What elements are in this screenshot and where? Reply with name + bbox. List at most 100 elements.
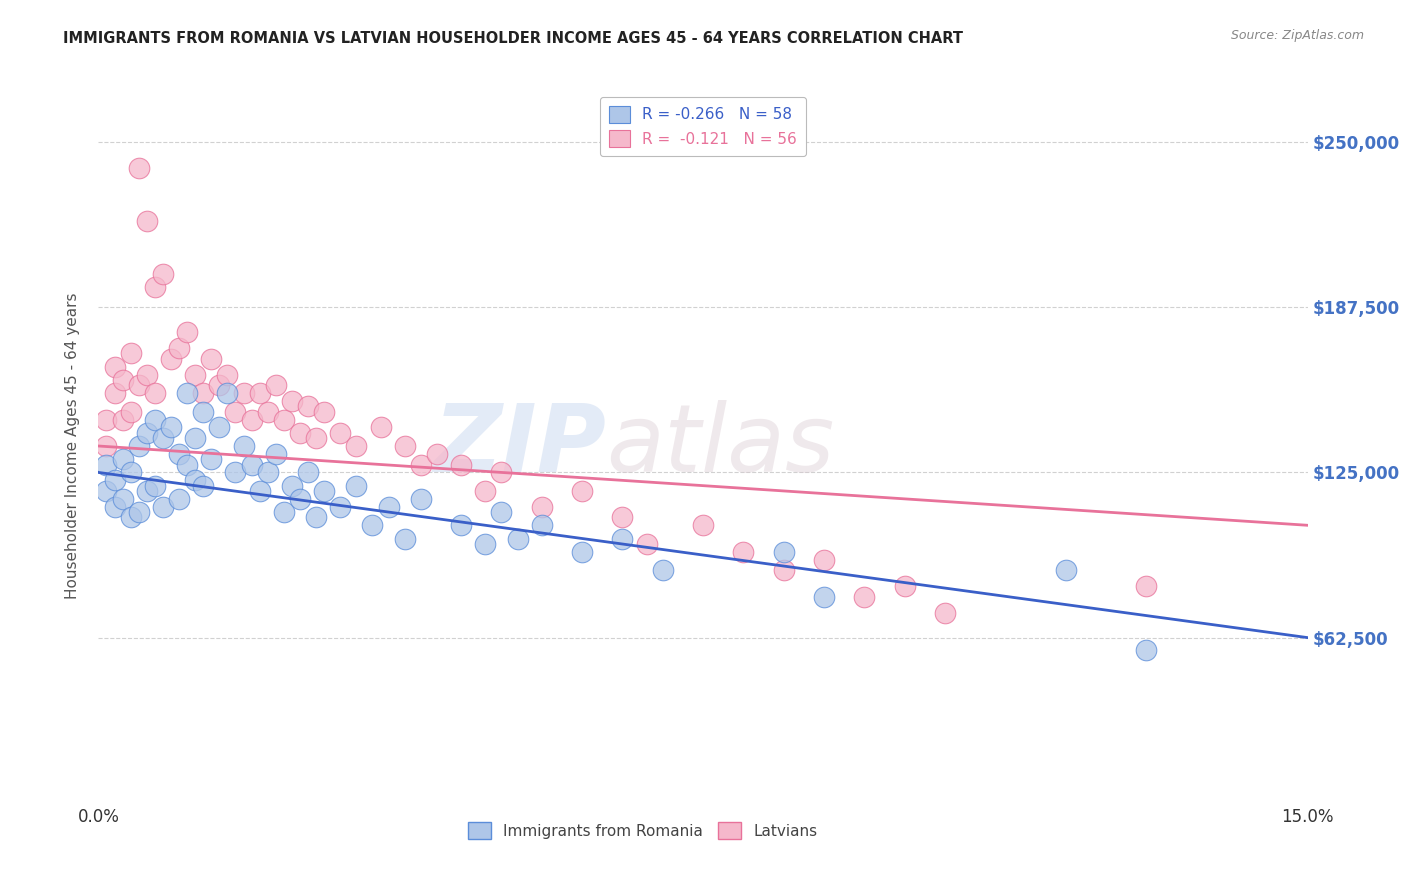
Point [160,351,183,366]
Point [288,491,311,506]
Point [612,532,634,546]
Point [692,518,714,533]
Point [120,510,142,524]
Point [571,545,593,559]
Point [249,386,271,401]
Point [612,510,634,524]
Point [329,425,352,440]
Point [297,466,319,480]
Point [111,373,134,387]
Point [256,466,278,480]
Point [394,532,416,546]
Point [409,491,432,506]
Point [370,420,392,434]
Point [636,537,658,551]
Point [143,412,166,426]
Point [1054,563,1077,577]
Point [571,483,593,498]
Point [394,439,416,453]
Point [314,483,336,498]
Point [167,341,190,355]
Point [813,552,835,566]
Point [143,478,166,492]
Point [128,378,150,392]
Point [506,532,529,546]
Point [344,439,367,453]
Point [200,351,222,366]
Point [474,483,496,498]
Point [249,483,271,498]
Point [184,431,207,445]
Point [143,386,166,401]
Point [128,439,150,453]
Point [152,267,174,281]
Point [128,505,150,519]
Point [491,505,513,519]
Point [103,359,125,374]
Point [651,563,673,577]
Point [297,400,319,414]
Point [176,386,198,401]
Point [103,500,125,514]
Point [772,563,794,577]
Point [96,483,118,498]
Point [1135,579,1157,593]
Point [135,214,157,228]
Point [111,412,134,426]
Point [426,447,449,461]
Point [733,545,755,559]
Point [103,386,125,401]
Point [167,491,190,506]
Point [193,478,215,492]
Point [143,280,166,294]
Point [813,590,835,604]
Text: ZIP: ZIP [433,400,606,492]
Point [193,386,215,401]
Point [530,518,553,533]
Point [208,378,231,392]
Point [176,458,198,472]
Point [152,500,174,514]
Point [329,500,352,514]
Point [344,478,367,492]
Text: atlas: atlas [606,401,835,491]
Point [232,386,254,401]
Point [120,466,142,480]
Point [193,404,215,418]
Y-axis label: Householder Income Ages 45 - 64 years: Householder Income Ages 45 - 64 years [65,293,80,599]
Point [135,425,157,440]
Point [273,412,295,426]
Point [184,368,207,382]
Point [111,491,134,506]
Point [96,439,118,453]
Point [240,458,263,472]
Point [530,500,553,514]
Point [450,458,472,472]
Point [1135,642,1157,657]
Point [120,346,142,360]
Point [224,404,246,418]
Point [184,474,207,488]
Point [96,412,118,426]
Point [853,590,876,604]
Point [361,518,384,533]
Point [305,431,328,445]
Point [128,161,150,176]
Point [103,474,125,488]
Point [450,518,472,533]
Point [120,404,142,418]
Point [491,466,513,480]
Point [273,505,295,519]
Point [377,500,399,514]
Point [240,412,263,426]
Point [264,378,287,392]
Point [409,458,432,472]
Text: Source: ZipAtlas.com: Source: ZipAtlas.com [1230,29,1364,42]
Point [208,420,231,434]
Point [772,545,794,559]
Point [176,326,198,340]
Point [281,394,304,409]
Point [96,458,118,472]
Point [152,431,174,445]
Point [111,452,134,467]
